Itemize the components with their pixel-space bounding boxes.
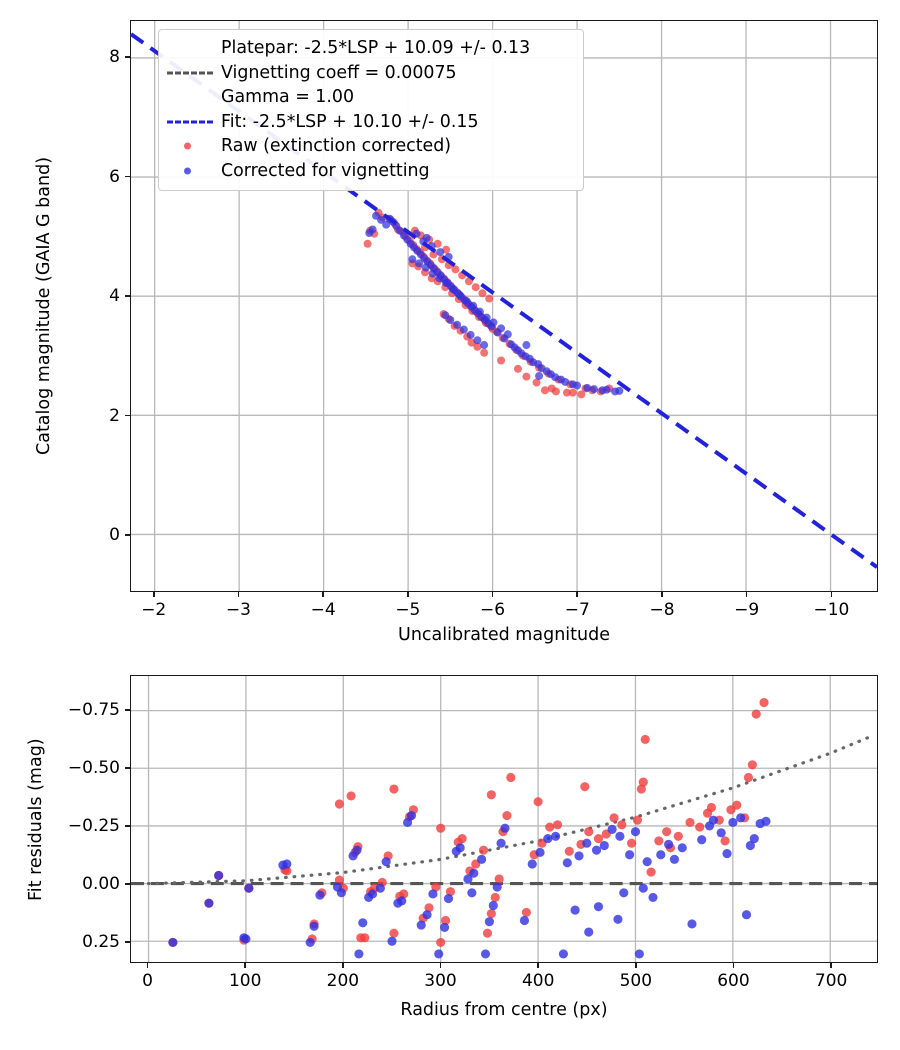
x-tick-label: −5 (395, 600, 421, 620)
y-tick-mark (125, 941, 130, 943)
fit-residuals-plot (130, 675, 878, 963)
x-tick-label: −2 (141, 600, 167, 620)
x-tick-mark (322, 592, 324, 597)
legend-key-fit (167, 112, 213, 132)
legend: Platepar: -2.5*LSP + 10.09 +/- 0.13 Vign… (158, 29, 584, 191)
magnitude-calibration-canvas (129, 21, 879, 591)
x-tick-mark (146, 963, 149, 968)
legend-key-raw (167, 136, 213, 156)
x-tick-mark (830, 963, 832, 968)
x-tick-mark (439, 963, 442, 968)
y-tick-label: 8 (109, 47, 120, 68)
y-tick-mark (125, 295, 130, 297)
legend-key-corrected (167, 161, 213, 181)
x-tick-label: 400 (521, 971, 555, 991)
y-tick-label: −0.75 (67, 699, 120, 720)
y-tick-label: 0.00 (82, 874, 120, 895)
bottom-plot-ylabel: Fit residuals (mag) (26, 737, 46, 901)
y-tick-mark (125, 56, 130, 58)
x-tick-mark (491, 592, 494, 597)
legend-entry-raw: Raw (extinction corrected) (167, 134, 573, 159)
dashed-line-icon (167, 71, 213, 75)
x-tick-label: −6 (480, 600, 506, 620)
x-tick-mark (661, 592, 663, 597)
x-tick-label: 300 (424, 971, 457, 991)
x-tick-label: −7 (564, 600, 590, 620)
x-tick-label: −10 (813, 600, 850, 620)
x-tick-mark (830, 592, 833, 597)
y-tick-mark (125, 883, 130, 885)
x-tick-mark (342, 963, 344, 968)
x-tick-mark (244, 963, 247, 968)
x-tick-label: −4 (310, 600, 336, 620)
x-tick-mark (732, 963, 735, 968)
x-tick-label: 200 (326, 971, 360, 991)
legend-label-raw: Raw (extinction corrected) (221, 136, 452, 156)
y-tick-label: 0 (109, 525, 120, 546)
legend-entry-platepar: Platepar: -2.5*LSP + 10.09 +/- 0.13 Vign… (167, 36, 573, 110)
x-tick-mark (576, 592, 579, 597)
x-tick-label: 700 (814, 971, 848, 991)
y-tick-label: 0.25 (82, 932, 120, 953)
legend-label-gamma: Gamma = 1.00 (221, 87, 355, 107)
series-corrected (365, 211, 624, 396)
x-tick-mark (407, 592, 409, 597)
x-tick-label: 0 (142, 971, 153, 991)
top-plot-xlabel: Uncalibrated magnitude (398, 625, 610, 645)
dashed-line-icon (167, 120, 213, 124)
x-tick-label: −9 (734, 600, 760, 620)
y-tick-label: 2 (109, 405, 120, 426)
x-tick-label: 600 (717, 971, 750, 991)
legend-entry-fit: Fit: -2.5*LSP + 10.10 +/- 0.15 (167, 110, 573, 135)
x-tick-mark (635, 963, 637, 968)
legend-label-vignetting-coeff: Vignetting coeff = 0.00075 (221, 62, 457, 83)
x-tick-label: −8 (649, 600, 675, 620)
x-tick-mark (152, 592, 155, 597)
y-tick-mark (125, 175, 130, 178)
legend-entry-corrected: Corrected for vignetting (167, 159, 573, 184)
x-tick-label: 100 (228, 971, 262, 991)
y-tick-label: 4 (109, 286, 120, 307)
x-tick-mark (537, 963, 539, 968)
bottom-plot-xlabel: Radius from centre (px) (400, 1000, 608, 1020)
y-tick-mark (125, 709, 130, 711)
vignetting-curve (146, 735, 871, 886)
legend-label-fit: Fit: -2.5*LSP + 10.10 +/- 0.15 (221, 111, 479, 132)
y-tick-mark (125, 825, 130, 827)
fit-residuals-canvas (131, 676, 877, 962)
legend-key-platepar (167, 63, 213, 83)
y-tick-label: 6 (109, 166, 120, 187)
top-plot-ylabel: Catalog magnitude (GAIA G band) (34, 156, 54, 455)
x-tick-label: 500 (619, 971, 653, 991)
series-raw (168, 697, 769, 947)
x-tick-mark (745, 592, 748, 597)
y-tick-mark (125, 534, 130, 536)
x-tick-mark (237, 592, 240, 597)
blue-dot-icon (184, 167, 191, 175)
x-tick-label: −3 (225, 600, 251, 620)
legend-label-corrected: Corrected for vignetting (221, 160, 430, 181)
red-dot-icon (184, 142, 191, 150)
legend-label-platepar: Platepar: -2.5*LSP + 10.09 +/- 0.13 (221, 38, 531, 58)
series-corrected (168, 810, 771, 959)
y-tick-mark (125, 767, 130, 769)
y-tick-label: −0.25 (67, 815, 120, 836)
y-tick-label: −0.50 (67, 757, 120, 778)
y-tick-mark (125, 414, 130, 417)
